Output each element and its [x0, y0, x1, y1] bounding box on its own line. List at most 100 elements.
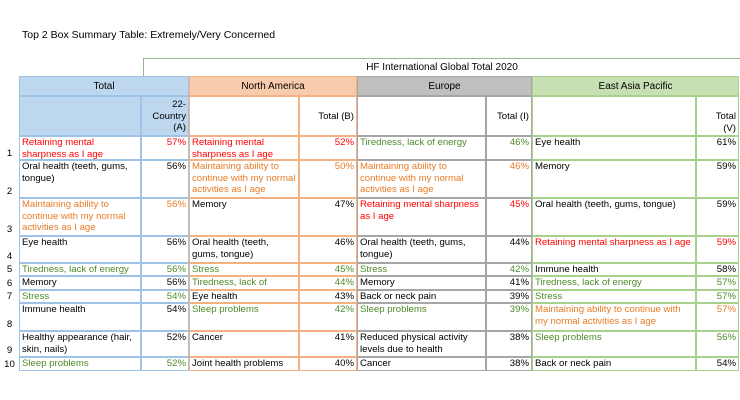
region-header: East Asia Pacific [532, 76, 739, 96]
item: Memory [189, 198, 299, 236]
item: Sleep problems [532, 331, 696, 357]
item: Sleep problems [357, 303, 486, 331]
item: Memory [532, 160, 696, 198]
item: Memory [19, 276, 141, 290]
item: Eye health [189, 290, 299, 303]
item: Retaining mental sharpness as I age [532, 236, 696, 263]
rank: 1 [6, 148, 13, 159]
region-subheader-bg [357, 96, 486, 136]
item: Sleep problems [19, 357, 141, 371]
item: Maintaining ability to continue with my … [19, 198, 141, 236]
percent: 46% [486, 160, 532, 198]
percent: 59% [696, 160, 739, 198]
percent: 38% [486, 357, 532, 371]
percent: 41% [299, 331, 357, 357]
region-subheader-bg [19, 96, 141, 136]
item: Joint health problems [189, 357, 299, 371]
item: Maintaining ability to continue with my … [532, 303, 696, 331]
percent: 56% [141, 276, 189, 290]
item: Reduced physical activity levels due to … [357, 331, 486, 357]
region-header: Total [19, 76, 189, 96]
rank: 6 [6, 278, 13, 289]
percent: 59% [696, 198, 739, 236]
item: Oral health (teeth, gums, tongue) [532, 198, 696, 236]
item: Maintaining ability to continue with my … [189, 160, 299, 198]
item: Oral health (teeth, gums, tongue) [189, 236, 299, 263]
item: Stress [189, 263, 299, 276]
rank: 9 [6, 345, 13, 356]
percent: 56% [141, 263, 189, 276]
percent: 50% [299, 160, 357, 198]
percent: 61% [696, 136, 739, 160]
percent: 43% [299, 290, 357, 303]
item: Cancer [357, 357, 486, 371]
region-header: North America [189, 76, 357, 96]
item: Retaining mental sharpness as I age [189, 136, 299, 160]
rank: 4 [6, 251, 13, 262]
percent: 52% [141, 331, 189, 357]
item: Healthy appearance (hair, skin, nails) [19, 331, 141, 357]
item: Retaining mental sharpness as I age [19, 136, 141, 160]
item: Maintaining ability to continue with my … [357, 160, 486, 198]
percent: 56% [141, 236, 189, 263]
item: Oral health (teeth, gums, tongue) [357, 236, 486, 263]
rank: 3 [6, 224, 13, 235]
region-header: Europe [357, 76, 532, 96]
item: Retaining mental sharpness as I age [357, 198, 486, 236]
percent: 44% [486, 236, 532, 263]
percent: 57% [696, 290, 739, 303]
rank: 7 [6, 291, 13, 302]
rank: 2 [6, 186, 13, 197]
percent: 46% [486, 136, 532, 160]
item: Stress [19, 290, 141, 303]
item: Memory [357, 276, 486, 290]
percent: 57% [696, 276, 739, 290]
percent: 54% [141, 290, 189, 303]
percent: 45% [299, 263, 357, 276]
item: Tiredness, lack of energy [189, 276, 299, 290]
item: Eye health [19, 236, 141, 263]
item: Sleep problems [189, 303, 299, 331]
column-header: Total (B) [299, 96, 357, 136]
region-subheader-bg [189, 96, 299, 136]
title: Top 2 Box Summary Table: Extremely/Very … [22, 29, 276, 41]
percent: 56% [141, 198, 189, 236]
percent: 56% [141, 160, 189, 198]
percent: 42% [299, 303, 357, 331]
item: Stress [532, 290, 696, 303]
item: Tiredness, lack of energy [19, 263, 141, 276]
percent: 56% [696, 331, 739, 357]
percent: 57% [696, 303, 739, 331]
column-header: 22-Country (A) [141, 96, 189, 136]
percent: 54% [141, 303, 189, 331]
percent: 44% [299, 276, 357, 290]
rank: 5 [6, 264, 13, 275]
percent: 42% [486, 263, 532, 276]
rank: 10 [4, 359, 15, 370]
percent: 52% [141, 357, 189, 371]
percent: 40% [299, 357, 357, 371]
table-header: HF International Global Total 2020 [143, 58, 740, 76]
item: Cancer [189, 331, 299, 357]
percent: 46% [299, 236, 357, 263]
item: Tiredness, lack of energy [532, 276, 696, 290]
item: Back or neck pain [357, 290, 486, 303]
percent: 38% [486, 331, 532, 357]
item: Stress [357, 263, 486, 276]
item: Oral health (teeth, gums, tongue) [19, 160, 141, 198]
percent: 47% [299, 198, 357, 236]
percent: 58% [696, 263, 739, 276]
percent: 57% [141, 136, 189, 160]
item: Immune health [532, 263, 696, 276]
column-header: Total (I) [486, 96, 532, 136]
percent: 39% [486, 303, 532, 331]
item: Tiredness, lack of energy [357, 136, 486, 160]
item: Back or neck pain [532, 357, 696, 371]
rank: 8 [6, 319, 13, 330]
item: Immune health [19, 303, 141, 331]
column-header: Total (V) [696, 96, 739, 136]
percent: 45% [486, 198, 532, 236]
percent: 39% [486, 290, 532, 303]
percent: 41% [486, 276, 532, 290]
